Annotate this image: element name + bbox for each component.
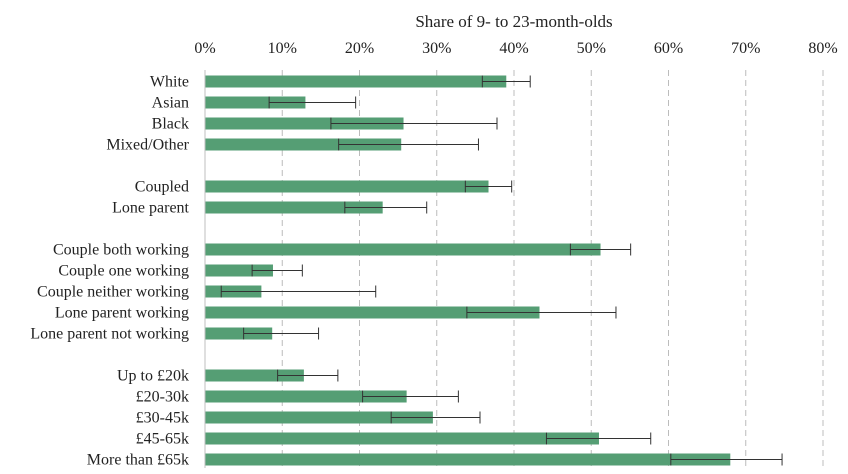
bar bbox=[205, 411, 433, 424]
x-tick-label: 70% bbox=[731, 40, 760, 57]
category-label: Couple both working bbox=[53, 242, 189, 259]
bar bbox=[205, 390, 407, 403]
category-label: £30-45k bbox=[136, 410, 189, 427]
bar bbox=[205, 138, 402, 151]
category-label: £20-30k bbox=[136, 389, 189, 406]
category-label: Lone parent working bbox=[55, 305, 189, 322]
x-tick-label: 20% bbox=[345, 40, 374, 57]
category-label: £45-65k bbox=[136, 431, 189, 448]
bar bbox=[205, 432, 599, 445]
bars bbox=[205, 75, 731, 466]
category-label: Couple neither working bbox=[37, 284, 189, 301]
category-label: Lone parent not working bbox=[30, 326, 189, 343]
category-labels: White Asian Black Mixed/Other Coupled Lone pa… bbox=[30, 74, 189, 469]
category-label: Black bbox=[152, 116, 189, 133]
bar bbox=[205, 243, 601, 256]
bar bbox=[205, 180, 489, 193]
category-label: White bbox=[150, 74, 189, 91]
bar bbox=[205, 306, 540, 319]
x-tick-label: 60% bbox=[654, 40, 683, 57]
category-label: More than £65k bbox=[87, 452, 189, 469]
bar bbox=[205, 453, 731, 466]
bar bbox=[205, 75, 507, 88]
category-label: Asian bbox=[152, 95, 189, 112]
x-axis-title: Share of 9- to 23-month-olds bbox=[415, 12, 612, 31]
bar bbox=[205, 369, 304, 382]
category-label: Up to £20k bbox=[117, 368, 189, 385]
bar bbox=[205, 201, 383, 214]
category-label: Lone parent bbox=[112, 200, 189, 217]
bar bbox=[205, 117, 404, 130]
bar bbox=[205, 96, 306, 109]
bar bbox=[205, 327, 273, 340]
category-label: Mixed/Other bbox=[106, 137, 189, 154]
x-tick-label: 30% bbox=[422, 40, 451, 57]
x-tick-label: 50% bbox=[577, 40, 606, 57]
category-label: Couple one working bbox=[58, 263, 189, 280]
x-tick-label: 0% bbox=[194, 40, 215, 57]
gridlines bbox=[281, 70, 824, 468]
x-tick-label: 40% bbox=[499, 40, 528, 57]
category-label: Coupled bbox=[135, 179, 189, 196]
x-tick-label: 10% bbox=[268, 40, 297, 57]
x-tick-labels: 0% 10% 20% 30% 40% 50% 60% 70% 80% bbox=[194, 40, 837, 57]
x-tick-label: 80% bbox=[808, 40, 837, 57]
error-bars bbox=[220, 75, 783, 466]
bar bbox=[205, 264, 273, 277]
